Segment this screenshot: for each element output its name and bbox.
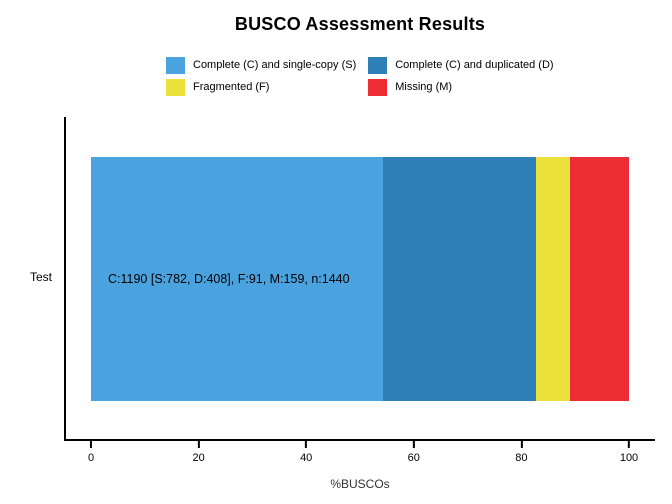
x-axis-tick: 60 <box>408 441 420 464</box>
tick-mark <box>520 441 523 448</box>
tick-mark <box>627 441 630 448</box>
legend-item: Complete (C) and single-copy (S) <box>166 57 356 74</box>
x-axis-ticks: 0 20 40 60 80 100 <box>88 441 638 471</box>
bar-segment <box>535 157 570 401</box>
legend-swatch-icon <box>368 57 388 74</box>
bar-segment <box>91 157 384 401</box>
y-category-label: Test <box>29 270 52 284</box>
legend-swatch-icon <box>166 57 185 74</box>
bar-segment <box>569 157 629 401</box>
legend-label: Complete (C) and single-copy (S) <box>193 59 357 71</box>
legend-swatch-icon <box>166 79 185 96</box>
y-axis-line <box>64 117 66 441</box>
legend-item: Missing (M) <box>368 79 553 96</box>
legend-swatch-icon <box>368 79 388 96</box>
x-axis-tick: 20 <box>192 441 205 464</box>
legend-label: Missing (M) <box>395 81 453 93</box>
legend: Complete (C) and single-copy (S) Complete… <box>166 57 554 96</box>
tick-mark <box>305 441 308 448</box>
x-axis-tick: 80 <box>515 441 528 464</box>
tick-label: 60 <box>407 452 420 464</box>
chart-title: BUSCO Assessment Results <box>234 14 486 34</box>
x-axis-tick: 100 <box>620 441 638 464</box>
legend-item: Fragmented (F) <box>166 79 356 96</box>
tick-label: 100 <box>619 452 639 464</box>
tick-mark <box>412 441 415 448</box>
legend-label: Fragmented (F) <box>193 81 270 93</box>
legend-item: Complete (C) and duplicated (D) <box>368 57 554 74</box>
stacked-bar <box>91 157 629 401</box>
tick-mark <box>90 441 92 448</box>
x-axis-line <box>64 439 655 441</box>
x-axis-title: %BUSCOs <box>330 477 390 491</box>
x-axis-tick: 40 <box>300 441 312 464</box>
x-axis-tick: 0 <box>88 441 94 464</box>
bar-segment <box>383 157 536 401</box>
legend-label: Complete (C) and duplicated (D) <box>395 59 554 71</box>
tick-label: 40 <box>300 452 313 464</box>
tick-label: 20 <box>192 452 205 464</box>
tick-mark <box>197 441 200 448</box>
tick-label: 0 <box>87 452 95 464</box>
tick-label: 80 <box>515 452 528 464</box>
